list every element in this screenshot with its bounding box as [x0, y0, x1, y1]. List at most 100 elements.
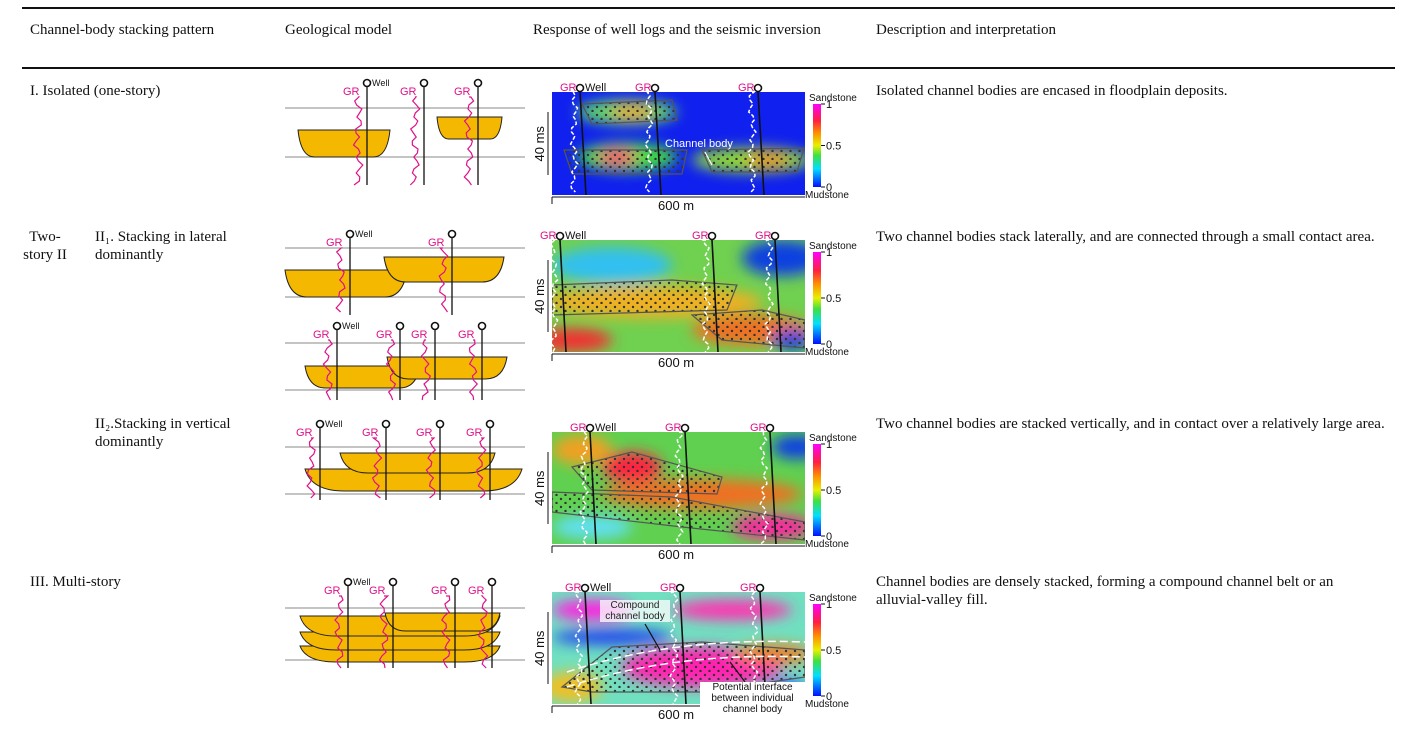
gr-log	[552, 240, 559, 352]
gr-label: GR	[570, 422, 587, 434]
gr-label: GR	[740, 582, 757, 594]
gr-label: GR	[755, 230, 772, 242]
seismic-panel	[552, 592, 805, 704]
gr-log	[335, 247, 346, 313]
colorbar-bottom-label: Mudstone	[805, 190, 849, 201]
well-label: Well	[565, 230, 586, 242]
gr-log	[579, 432, 589, 544]
colorbar-top-label: Sandstone	[809, 93, 857, 104]
pattern: II₁. Stacking in lateral dominantly	[95, 229, 227, 263]
pattern: II₂.Stacking in vertical dominantly	[95, 416, 231, 450]
column-header: Description and interpretation	[876, 22, 1056, 38]
group-label: Two-story II	[23, 229, 67, 263]
annotation-arrow	[729, 661, 746, 683]
gr-log	[425, 437, 437, 499]
well-label: Well	[590, 582, 611, 594]
colorbar-tick-label: 1	[826, 99, 832, 111]
well-label: Well	[342, 321, 359, 331]
gr-label: GR	[458, 329, 475, 341]
colorbar-top-label: Sandstone	[809, 241, 857, 252]
colorbar-tick-label: 0	[826, 339, 832, 351]
colorbar	[813, 252, 821, 344]
well-head	[585, 423, 595, 433]
gr-label: GR	[326, 237, 343, 249]
gr-log	[306, 437, 316, 499]
column-header: Response of well logs and the seismic in…	[533, 22, 821, 38]
channel-body	[339, 452, 496, 474]
channel-body	[297, 129, 391, 158]
well-head	[435, 419, 445, 429]
annotation: Potential interface between individual c…	[700, 682, 805, 715]
channel-outline	[581, 99, 678, 125]
description: Two channel bodies stack laterally, and …	[876, 229, 1375, 245]
pattern: III. Multi-story	[30, 574, 121, 590]
colorbar-tick-label: 0	[826, 182, 832, 194]
colorbar-tick-label: 0.5	[826, 141, 841, 153]
gr-label: GR	[376, 329, 393, 341]
colorbar-tick-label: 1	[826, 439, 832, 451]
well-head	[770, 231, 780, 241]
well-head	[755, 583, 765, 593]
colorbar-bottom-label: Mudstone	[805, 347, 849, 358]
well-head	[575, 83, 585, 93]
colorbar-tick-label: 0.5	[826, 293, 841, 305]
gr-log	[468, 339, 479, 401]
gr-label: GR	[411, 329, 428, 341]
well-head	[447, 229, 457, 239]
gr-label: GR	[428, 237, 445, 249]
well-line	[654, 92, 662, 195]
gr-log	[747, 92, 757, 193]
time-scale: 40 ms	[532, 470, 547, 506]
gr-log	[385, 339, 397, 401]
well-line	[684, 432, 692, 544]
well-head	[707, 231, 717, 241]
colorbar	[813, 104, 821, 187]
amplitude-blob	[772, 435, 805, 459]
well-label: Well	[353, 577, 370, 587]
colorbar-tick-label: 0	[826, 531, 832, 543]
annotation-arrow	[704, 151, 713, 166]
gr-log	[749, 592, 759, 704]
column-header: Channel-body stacking pattern	[30, 22, 215, 38]
well-head	[332, 321, 342, 331]
colorbar-tick-label: 0.5	[826, 485, 841, 497]
column-header: Geological model	[285, 22, 393, 38]
gr-label: GR	[296, 427, 313, 439]
well-head	[680, 423, 690, 433]
channel-body	[386, 356, 508, 380]
amplitude-blob	[552, 247, 672, 283]
gr-log	[409, 96, 421, 186]
gr-label: GR	[635, 82, 652, 94]
gr-log	[644, 92, 654, 193]
distance-scale: 600 m	[658, 355, 694, 370]
gr-label: GR	[454, 86, 471, 98]
gr-log	[441, 595, 451, 669]
well-head	[580, 583, 590, 593]
well-line	[774, 240, 782, 352]
well-label: Well	[325, 419, 342, 429]
channel-outline	[552, 491, 805, 541]
channel-outline	[563, 149, 688, 175]
gr-label: GR	[324, 585, 341, 597]
time-scale: 40 ms	[532, 126, 547, 162]
top-rule	[22, 7, 1395, 9]
gr-log	[759, 432, 769, 544]
seismic-panel	[552, 432, 805, 544]
distance-scale: 600 m	[658, 198, 694, 213]
colorbar-bottom-label: Mudstone	[805, 539, 849, 550]
time-scale: 40 ms	[532, 630, 547, 666]
gr-label: GR	[313, 329, 330, 341]
well-line	[584, 592, 592, 704]
gr-label: GR	[560, 82, 577, 94]
channel-body	[284, 269, 408, 298]
channel-body	[383, 256, 505, 283]
annotation: Compound channel body	[600, 600, 670, 622]
colorbar-tick-label: 1	[826, 247, 832, 259]
gr-label: GR	[416, 427, 433, 439]
gr-label: GR	[431, 585, 448, 597]
channel-body	[304, 468, 523, 492]
gr-label: GR	[362, 427, 379, 439]
gr-log	[764, 240, 774, 352]
annotation: Channel body	[665, 138, 733, 150]
